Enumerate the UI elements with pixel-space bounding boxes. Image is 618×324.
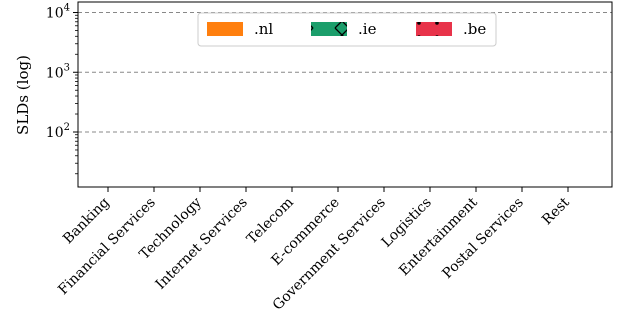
y-axis-label: SLDs (log) [14, 55, 32, 135]
legend-label: .ie [358, 20, 377, 38]
legend-swatch-hatch [311, 22, 347, 36]
legend-item: .nl [207, 20, 273, 38]
y-tick-label: 102 [46, 122, 70, 141]
legend-swatch [207, 22, 243, 36]
legend-item: .be [416, 20, 486, 38]
legend: .nl .ie .be [197, 12, 497, 47]
legend-label: .be [463, 20, 486, 38]
legend-label: .nl [254, 20, 273, 38]
x-tick-label: Rest [539, 194, 573, 228]
x-tick-label: Postal Services [439, 195, 526, 282]
x-tick-label: Internet Services [153, 195, 251, 293]
plot-area [77, 1, 613, 188]
y-tick-label: 104 [46, 3, 70, 22]
legend-entries: .nl .ie .be [207, 20, 486, 38]
x-tick-label: Entertainment [396, 194, 481, 279]
y-tick-label: 103 [46, 62, 70, 81]
legend-swatch-hatch [416, 22, 452, 36]
legend-item: .ie [311, 20, 377, 38]
y-axis-ticks: 102 103 104 [46, 3, 78, 175]
